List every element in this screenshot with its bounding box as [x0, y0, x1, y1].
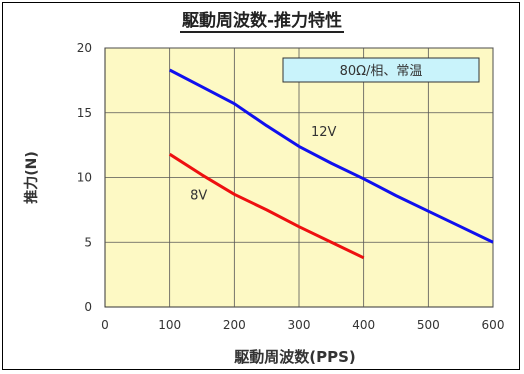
y-tick-label: 15 [77, 106, 92, 120]
annotation-text: 80Ω/相、常温 [340, 64, 423, 79]
y-tick-label: 10 [77, 171, 92, 185]
x-axis-label: 駆動周波数(PPS) [234, 348, 356, 366]
x-tick-label: 300 [288, 318, 311, 332]
y-tick-label: 20 [77, 41, 92, 55]
series-label-8v: 8V [190, 189, 207, 204]
x-tick-label: 100 [158, 318, 181, 332]
x-tick-label: 0 [101, 318, 109, 332]
series-line-12v [168, 68, 494, 244]
x-tick-label: 600 [482, 318, 505, 332]
y-tick-label: 5 [84, 235, 92, 249]
x-tick-label: 400 [352, 318, 375, 332]
y-axis-label: 推力(N) [23, 151, 40, 204]
x-tick-label: 500 [417, 318, 440, 332]
series-label-12v: 12V [311, 125, 337, 140]
annotation-box [282, 57, 480, 83]
series-line-8v [168, 152, 365, 260]
chart-title: 駆動周波数-推力特性 [0, 6, 524, 33]
chart-title-text: 駆動周波数-推力特性 [179, 11, 345, 33]
x-tick-label: 200 [223, 318, 246, 332]
y-tick-label: 0 [84, 300, 92, 314]
